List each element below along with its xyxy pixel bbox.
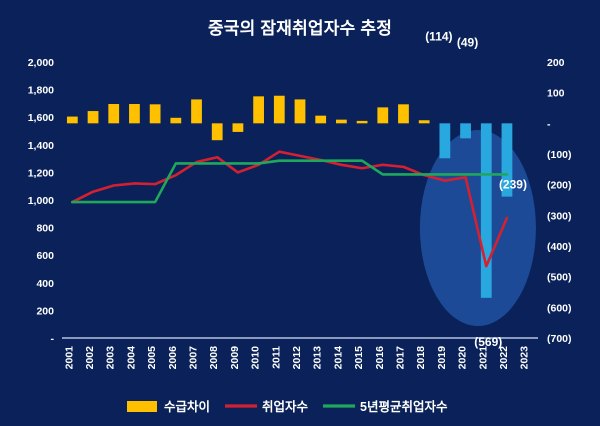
y-axis-right-tick: (300) <box>547 210 572 222</box>
y-axis-left-tick: 2,000 <box>28 57 54 69</box>
bar-2017[interactable] <box>398 104 409 124</box>
y-axis-left-tick: 1,000 <box>28 195 54 207</box>
y-axis-left-tick: 1,200 <box>28 167 54 179</box>
x-axis-tick-2017: 2017 <box>394 346 406 370</box>
bar-2002[interactable] <box>87 111 99 124</box>
x-axis-tick-2002: 2002 <box>84 346 96 370</box>
bar-2005[interactable] <box>149 104 161 124</box>
legend-label-2[interactable]: 5년평균취업자수 <box>360 399 448 414</box>
y-axis-right-tick: (200) <box>547 180 572 192</box>
legend-label-0[interactable]: 수급차이 <box>164 399 210 414</box>
y-axis-left-tick: 1,400 <box>28 140 54 152</box>
bar-2001[interactable] <box>66 116 78 124</box>
chart-title: 중국의 잠재취업자수 추정 <box>207 19 393 38</box>
y-axis-right-tick: (600) <box>547 302 572 314</box>
x-axis-tick-2014: 2014 <box>332 346 344 370</box>
x-axis-tick-2009: 2009 <box>229 346 241 370</box>
x-axis-tick-2013: 2013 <box>312 346 324 370</box>
x-axis-tick-2005: 2005 <box>146 346 158 370</box>
bar-2010[interactable] <box>253 96 264 124</box>
bar-2013[interactable] <box>315 115 327 124</box>
data-label-2022: (239) <box>499 178 527 192</box>
bar-2022[interactable] <box>501 123 513 197</box>
x-axis-tick-2020: 2020 <box>457 346 469 370</box>
x-axis-tick-2018: 2018 <box>415 346 427 370</box>
y-axis-left-tick: 600 <box>36 250 54 262</box>
y-axis-left-tick: 1,800 <box>28 85 54 97</box>
y-axis-left-tick: 800 <box>36 223 54 235</box>
x-axis-tick-2011: 2011 <box>270 346 282 369</box>
x-axis-tick-2023: 2023 <box>519 346 531 370</box>
y-axis-right-tick: (400) <box>547 241 572 253</box>
data-label-2021: (569) <box>474 335 502 349</box>
x-axis-tick-2003: 2003 <box>105 346 117 370</box>
x-axis-tick-2001: 2001 <box>63 346 75 370</box>
line-employment[interactable] <box>71 150 509 268</box>
bar-2021[interactable] <box>480 123 492 298</box>
bar-2003[interactable] <box>108 104 120 124</box>
line-average[interactable] <box>71 159 509 204</box>
x-axis-tick-2006: 2006 <box>167 346 179 370</box>
bar-2019[interactable] <box>439 123 451 159</box>
bar-2011[interactable] <box>273 95 285 124</box>
y-axis-right-tick: - <box>547 118 551 130</box>
y-axis-left-tick: - <box>51 333 55 345</box>
x-axis-tick-2007: 2007 <box>188 346 200 370</box>
y-axis-right-tick: (700) <box>547 333 572 345</box>
legend-marker-0 <box>127 401 157 412</box>
x-axis-tick-2012: 2012 <box>291 346 303 370</box>
data-label-2019: (114) <box>425 29 452 43</box>
data-label-2020: (49) <box>457 35 478 49</box>
x-axis-tick-2004: 2004 <box>125 346 137 370</box>
x-axis-tick-2016: 2016 <box>374 346 386 370</box>
y-axis-left-tick: 400 <box>36 278 54 290</box>
y-axis-right-tick: 200 <box>547 57 565 69</box>
x-axis-tick-2010: 2010 <box>250 346 262 370</box>
y-axis-right-tick: 100 <box>547 88 565 100</box>
bar-2016[interactable] <box>377 107 389 124</box>
y-axis-left-tick: 1,600 <box>28 112 54 124</box>
bar-2020[interactable] <box>460 123 471 139</box>
y-axis-right-tick: (100) <box>547 149 572 161</box>
x-axis-tick-2022: 2022 <box>498 346 510 370</box>
x-axis-tick-2015: 2015 <box>353 346 365 370</box>
bar-2004[interactable] <box>129 104 140 124</box>
bar-2015[interactable] <box>356 120 368 124</box>
bar-2012[interactable] <box>294 99 306 124</box>
y-axis-right-tick: (500) <box>547 272 572 284</box>
bar-2007[interactable] <box>191 99 202 124</box>
bar-2014[interactable] <box>336 119 347 124</box>
bar-2008[interactable] <box>211 123 223 141</box>
x-axis-tick-2021: 2021 <box>477 346 489 370</box>
bar-2006[interactable] <box>170 117 182 124</box>
legend-label-1[interactable]: 취업자수 <box>262 399 309 414</box>
x-axis-tick-2019: 2019 <box>436 346 448 370</box>
bar-2009[interactable] <box>232 123 244 132</box>
y-axis-left-tick: 200 <box>36 305 54 317</box>
x-axis-tick-2008: 2008 <box>208 346 220 370</box>
bar-2018[interactable] <box>418 120 430 124</box>
